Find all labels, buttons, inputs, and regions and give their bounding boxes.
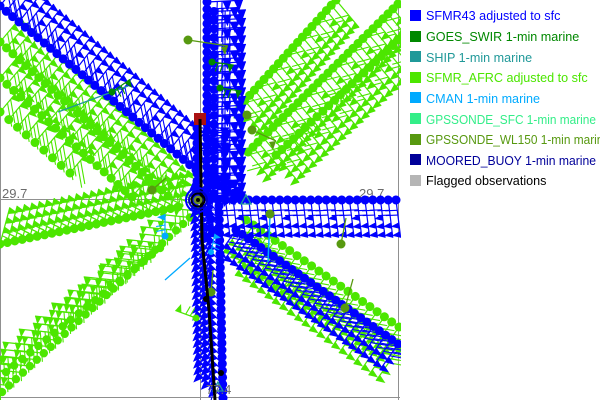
svg-text:SFMR43 adjusted to sfc: SFMR43 adjusted to sfc [426,9,560,23]
svg-text:CMAN 1-min marine: CMAN 1-min marine [426,92,540,106]
svg-text:77.4: 77.4 [206,382,231,397]
svg-text:GOES_SWIR 1-min marine: GOES_SWIR 1-min marine [426,30,579,44]
svg-text:SFMR_AFRC adjusted to sfc: SFMR_AFRC adjusted to sfc [426,71,588,85]
svg-text:GPSSONDE_WL150 1-min marine: GPSSONDE_WL150 1-min marine [426,133,600,147]
svg-text:GPSSONDE_SFC 1-min marine: GPSSONDE_SFC 1-min marine [426,113,596,127]
svg-text:SHIP 1-min marine: SHIP 1-min marine [426,51,532,65]
svg-text:Flagged observations: Flagged observations [426,174,546,188]
svg-text:29.7: 29.7 [2,186,27,201]
svg-text:MOORED_BUOY 1-min marine: MOORED_BUOY 1-min marine [426,154,596,168]
